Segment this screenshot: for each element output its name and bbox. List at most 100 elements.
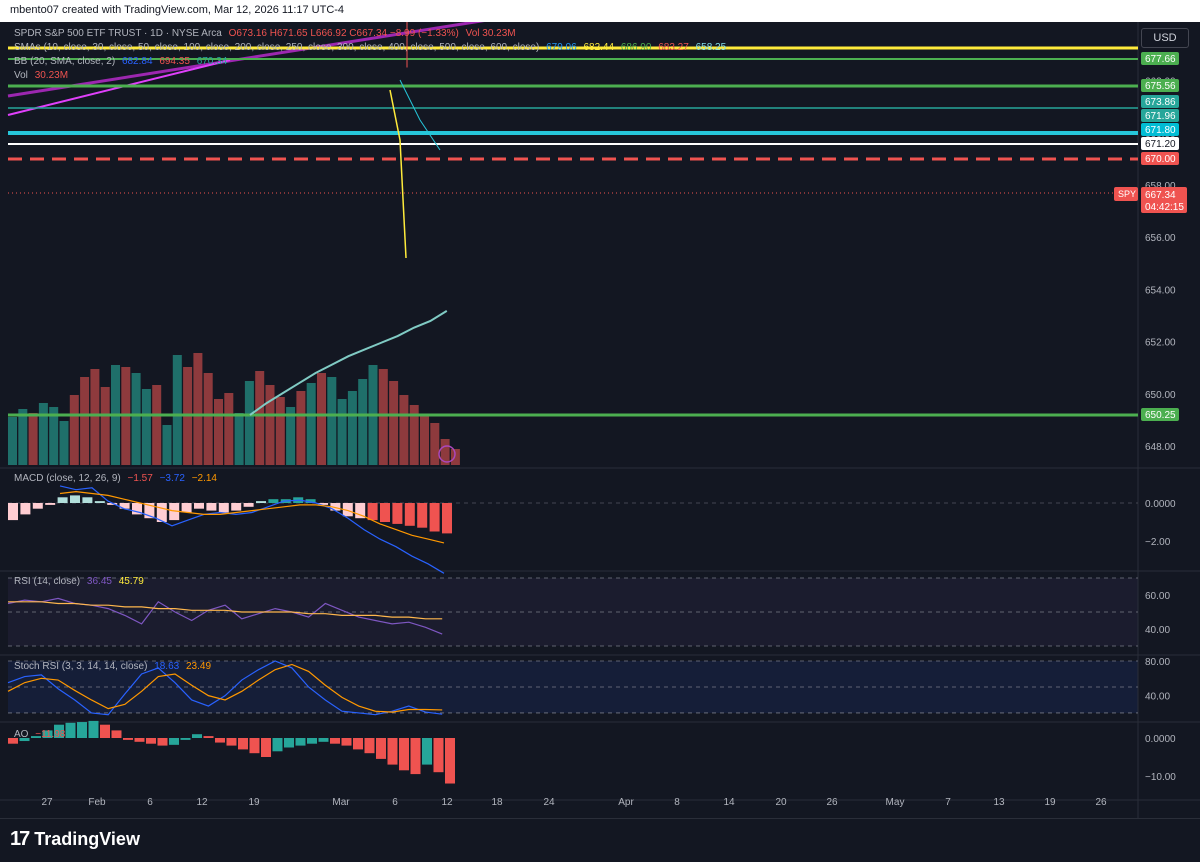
ao-bar	[422, 738, 432, 765]
volume-bar	[18, 409, 28, 465]
header-credit: mbento07 created with TradingView.com, M…	[10, 4, 345, 16]
ao-bar	[399, 738, 409, 771]
rsi-ma-line	[8, 601, 443, 620]
price-tick-label: 658.00	[1145, 181, 1176, 192]
time-tick-label: 12	[441, 797, 453, 808]
volume-bar	[193, 353, 203, 465]
tradingview-logo-icon: 17	[10, 828, 30, 850]
volume-bar	[100, 387, 110, 465]
time-tick-label: 18	[491, 797, 503, 808]
time-tick-label: 26	[826, 797, 838, 808]
legend-macd-value: −1.57	[127, 473, 153, 484]
ao-bar	[445, 738, 455, 784]
rsi-tick-label: 60.00	[1145, 591, 1170, 602]
volume-bar	[162, 425, 172, 465]
ao-bar	[272, 738, 283, 752]
macd-hist-bar	[181, 503, 192, 513]
ao-bar	[134, 738, 145, 742]
legend-macd-label[interactable]: MACD (close, 12, 26, 9)	[14, 473, 121, 484]
ao-bar	[249, 738, 260, 754]
macd-hist-bar	[318, 503, 328, 505]
ao-bar	[226, 738, 237, 746]
macd-hist-bar	[70, 495, 80, 503]
bb-basis-line	[399, 79, 441, 151]
ao-bar	[203, 736, 214, 738]
legend-vol-label[interactable]: Vol	[14, 70, 28, 81]
time-tick-label: 24	[543, 797, 555, 808]
macd-hist-bar	[8, 503, 18, 521]
volume-bar	[450, 449, 460, 465]
volume-bar	[275, 397, 285, 465]
macd-hist-bar	[206, 503, 217, 511]
level-label-bg	[1141, 408, 1179, 421]
level-label-bg	[1141, 137, 1179, 150]
time-tick-label: 19	[248, 797, 260, 808]
legend-sma-value: 658.25	[695, 42, 727, 53]
volume-bar	[399, 395, 409, 465]
level-label-bg	[1141, 152, 1179, 165]
price-tick-label: 648.00	[1145, 442, 1176, 453]
volume-bar	[296, 391, 306, 465]
ao-bar	[157, 738, 168, 746]
legend-sma-value: 679.06	[546, 42, 577, 53]
legend-symbol[interactable]: SPDR S&P 500 ETF TRUST · 1D · NYSE Arca	[14, 28, 222, 39]
price-tick-label: 654.00	[1145, 285, 1176, 296]
legend-bb-label[interactable]: BB (20, SMA, close, 2)	[14, 56, 116, 67]
rsi-band	[8, 578, 1138, 646]
ao-bar	[318, 738, 329, 742]
macd-hist-bar	[45, 503, 56, 505]
macd-hist-bar	[355, 503, 366, 519]
brand[interactable]: 17 TradingView	[10, 828, 140, 851]
sma-200-line	[249, 309, 448, 416]
legend-main: SPDR S&P 500 ETF TRUST · 1D · NYSE Arca …	[14, 28, 516, 39]
level-label: 650.25	[1145, 410, 1176, 421]
legend-ao-label[interactable]: AO	[14, 729, 29, 740]
macd-hist-bar	[342, 503, 353, 517]
macd-tick-label: 0.0000	[1145, 499, 1176, 510]
time-tick-label: 19	[1044, 797, 1056, 808]
trend-line-purple	[7, 16, 501, 98]
ao-bar	[284, 738, 294, 748]
volume-bar	[49, 407, 59, 465]
legend-rsi-label[interactable]: RSI (14, close)	[14, 576, 81, 587]
legend-stoch-value: 23.49	[186, 661, 212, 672]
legend-bb-value: 694.35	[159, 56, 190, 67]
ao-bar	[88, 720, 99, 738]
level-label: 677.66	[1145, 54, 1176, 65]
time-tick-label: Apr	[618, 797, 634, 808]
ao-bar	[169, 738, 179, 745]
volume-bar	[90, 369, 100, 465]
legend-smas-label[interactable]: SMAs (10, close, 30, close, 50, close, 1…	[14, 42, 540, 53]
legend-stoch: Stoch RSI (3, 3, 14, 14, close) 18.63 23…	[14, 661, 211, 672]
macd-hist-bar	[169, 503, 180, 521]
legend-ao: AO −11.98	[14, 729, 65, 740]
ao-bar	[31, 736, 41, 738]
footer-bar: 17 TradingView	[0, 818, 1200, 862]
level-label-bg	[1141, 79, 1179, 92]
brand-name: TradingView	[34, 829, 140, 849]
currency-button[interactable]: USD	[1141, 28, 1189, 48]
ao-bar	[261, 738, 271, 757]
time-tick-label: May	[886, 797, 905, 808]
legend-macd: MACD (close, 12, 26, 9) −1.57 −3.72 −2.1…	[14, 473, 217, 484]
ao-bar	[54, 724, 64, 738]
last-price-bg	[1141, 187, 1187, 213]
time-tick-label: 27	[41, 797, 53, 808]
ao-bar	[180, 738, 191, 740]
macd-hist-bar	[218, 503, 229, 513]
legend-ohlc: O673.16 H671.65 L666.92 C667.34 −8.99 (−…	[228, 28, 459, 39]
legend-stoch-label[interactable]: Stoch RSI (3, 3, 14, 14, close)	[14, 661, 148, 672]
legend-vol-inline: Vol 30.23M	[465, 28, 516, 39]
volume-bar	[28, 413, 38, 465]
legend-vol-value: 30.23M	[34, 70, 69, 81]
legend-bb: BB (20, SMA, close, 2) 682.84 694.35 670…	[14, 56, 227, 67]
legend-stoch-value: 18.63	[154, 661, 180, 672]
macd-hist-bar	[380, 503, 390, 522]
bb-lower-line	[389, 89, 407, 259]
volume-bar	[358, 379, 368, 465]
time-tick-label: 12	[196, 797, 208, 808]
time-tick-label: Feb	[88, 797, 106, 808]
level-label: 671.20	[1145, 139, 1176, 150]
volume-bar	[347, 391, 357, 465]
